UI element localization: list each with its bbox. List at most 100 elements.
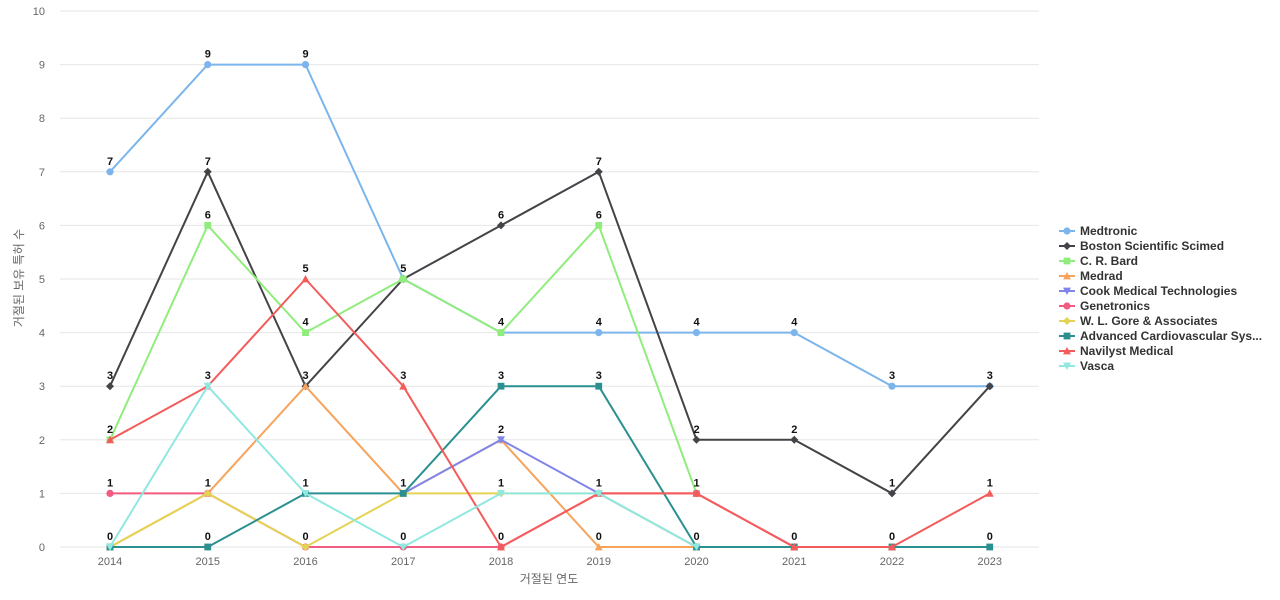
x-tick-label: 2016 bbox=[293, 556, 317, 568]
data-label: 3 bbox=[107, 370, 113, 382]
data-point bbox=[106, 489, 114, 497]
data-point bbox=[301, 490, 310, 498]
data-label: 4 bbox=[693, 317, 700, 329]
data-label: 0 bbox=[987, 531, 993, 543]
y-tick-label: 2 bbox=[39, 435, 45, 447]
data-label: 1 bbox=[596, 477, 602, 489]
data-label: 2 bbox=[693, 424, 699, 436]
data-label: 0 bbox=[107, 531, 113, 543]
data-point bbox=[595, 329, 603, 337]
series-line bbox=[109, 385, 697, 548]
data-label: 0 bbox=[693, 531, 699, 543]
data-point bbox=[888, 543, 896, 551]
data-label: 3 bbox=[302, 370, 308, 382]
data-point bbox=[204, 543, 212, 551]
legend-item: Vasca bbox=[1059, 359, 1114, 373]
legend-marker bbox=[1063, 227, 1071, 235]
data-label: 4 bbox=[302, 317, 309, 329]
data-point bbox=[692, 329, 701, 337]
y-tick-label: 5 bbox=[39, 274, 45, 286]
x-tick-label: 2022 bbox=[880, 556, 904, 568]
data-label: 3 bbox=[400, 370, 406, 382]
legend-item: Medtronic bbox=[1059, 224, 1138, 238]
y-tick-label: 4 bbox=[39, 328, 45, 340]
data-point bbox=[888, 489, 896, 498]
data-point bbox=[594, 490, 603, 498]
legend-label: Vasca bbox=[1080, 359, 1114, 373]
data-label: 3 bbox=[987, 370, 993, 382]
data-label: 1 bbox=[107, 477, 113, 489]
data-label: 2 bbox=[791, 424, 797, 436]
data-label: 6 bbox=[205, 209, 211, 221]
data-point bbox=[106, 168, 114, 176]
data-label: 0 bbox=[596, 531, 602, 543]
legend-marker bbox=[1063, 347, 1071, 355]
data-label: 2 bbox=[498, 424, 504, 436]
data-point bbox=[594, 167, 603, 176]
y-tick-label: 6 bbox=[39, 220, 45, 232]
data-point bbox=[301, 382, 310, 390]
series-lines bbox=[106, 61, 994, 551]
data-label: 4 bbox=[498, 317, 505, 329]
y-tick-label: 1 bbox=[39, 488, 45, 500]
data-point bbox=[301, 61, 310, 69]
y-axis-title: 거절된 보유 특허 수 bbox=[12, 229, 26, 327]
data-point bbox=[888, 382, 896, 390]
legend-item: Boston Scientific Scimed bbox=[1059, 239, 1224, 253]
legend-label: Medtronic bbox=[1080, 224, 1138, 238]
legend-item: Genetronics bbox=[1059, 299, 1150, 313]
data-point bbox=[399, 275, 407, 283]
data-label: 4 bbox=[791, 317, 798, 329]
y-tick-label: 3 bbox=[39, 381, 45, 393]
data-label: 3 bbox=[596, 370, 602, 382]
data-point bbox=[203, 489, 212, 498]
legend-marker bbox=[1063, 257, 1071, 265]
x-tick-label: 2023 bbox=[978, 556, 1002, 568]
data-point bbox=[497, 221, 505, 230]
series-vasca bbox=[106, 382, 701, 551]
data-label: 1 bbox=[889, 477, 895, 489]
y-tick-label: 8 bbox=[39, 113, 45, 125]
data-label: 0 bbox=[205, 531, 211, 543]
x-axis-ticks: 2014 2015 2016 2017 2018 2019 2020 2021 2022 2023 bbox=[98, 556, 1002, 568]
data-label: 0 bbox=[889, 531, 895, 543]
legend-marker bbox=[1063, 272, 1071, 280]
data-point bbox=[203, 167, 212, 176]
data-point bbox=[790, 435, 799, 444]
data-point bbox=[790, 543, 799, 551]
data-label: 9 bbox=[205, 49, 211, 61]
data-label: 1 bbox=[498, 477, 504, 489]
legend-label: Cook Medical Technologies bbox=[1080, 284, 1237, 298]
data-point bbox=[497, 436, 505, 444]
x-tick-label: 2019 bbox=[587, 556, 611, 568]
data-point bbox=[399, 490, 407, 497]
data-point bbox=[106, 382, 114, 391]
legend-item: C. R. Bard bbox=[1059, 254, 1138, 268]
data-label: 7 bbox=[107, 156, 113, 168]
series-line bbox=[109, 278, 991, 548]
x-tick-label: 2015 bbox=[196, 556, 220, 568]
legend-marker bbox=[1063, 287, 1071, 295]
data-point bbox=[986, 543, 994, 551]
x-tick-label: 2020 bbox=[684, 556, 708, 568]
data-label: 6 bbox=[498, 209, 504, 221]
data-point bbox=[204, 222, 212, 229]
data-point bbox=[985, 489, 994, 497]
data-point bbox=[594, 543, 603, 551]
legend-marker bbox=[1063, 317, 1071, 325]
data-label: 5 bbox=[302, 263, 308, 275]
legend-label: Navilyst Medical bbox=[1080, 344, 1173, 358]
data-label: 6 bbox=[596, 209, 602, 221]
data-point bbox=[497, 490, 505, 498]
data-point bbox=[985, 382, 994, 391]
legend-marker bbox=[1063, 362, 1071, 370]
data-label: 0 bbox=[302, 531, 308, 543]
data-label: 3 bbox=[205, 370, 211, 382]
x-tick-label: 2021 bbox=[782, 556, 806, 568]
legend-label: C. R. Bard bbox=[1080, 254, 1138, 268]
data-label: 1 bbox=[205, 477, 211, 489]
legend-item: Advanced Cardiovascular Sys... bbox=[1059, 329, 1262, 343]
x-tick-label: 2018 bbox=[489, 556, 513, 568]
x-tick-label: 2017 bbox=[391, 556, 415, 568]
x-tick-label: 2014 bbox=[98, 556, 122, 568]
